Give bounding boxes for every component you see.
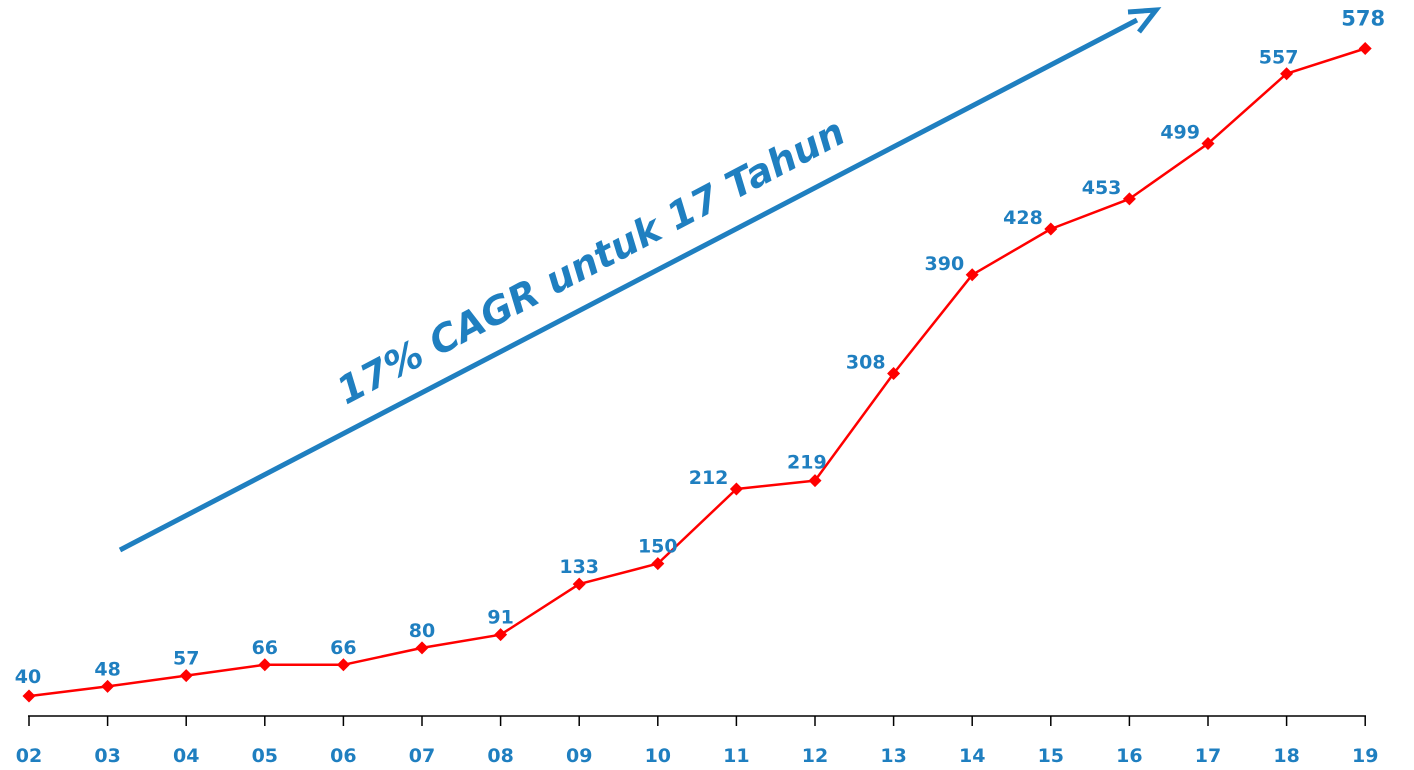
data-point-17: [1201, 137, 1215, 151]
data-label-08: 91: [487, 607, 513, 629]
data-label-09: 133: [559, 556, 599, 578]
x-axis-tick-labels: 02 03 04 05 06 07 08 09 10 11 12 13 14 15 16 17 18 19: [16, 745, 1379, 767]
data-point-06: [336, 658, 350, 672]
x-tick-label-12: 12: [802, 745, 828, 767]
x-tick-label-05: 05: [252, 745, 278, 767]
data-point-13: [887, 366, 901, 380]
x-tick-label-11: 11: [723, 745, 749, 767]
trend-arrow: [118, 17, 1139, 553]
data-point-12: [808, 474, 822, 488]
data-label-13: 308: [846, 351, 886, 373]
data-label-07: 80: [409, 620, 435, 642]
x-axis-ticks: [28, 716, 1366, 726]
x-tick-label-06: 06: [330, 745, 356, 767]
cagr-annotation: 17% CAGR untuk 17 Tahun: [330, 109, 852, 413]
data-label-15: 428: [1003, 207, 1043, 229]
x-tick-label-10: 10: [645, 745, 671, 767]
data-point-02: [22, 689, 36, 703]
data-point-19: [1358, 41, 1372, 55]
x-tick-label-09: 09: [566, 745, 592, 767]
data-point-10: [651, 557, 665, 571]
x-tick-label-17: 17: [1195, 745, 1221, 767]
series-polyline: [28, 47, 1366, 698]
x-tick-label-14: 14: [959, 745, 985, 767]
data-label-14: 390: [925, 253, 965, 275]
x-tick-label-13: 13: [880, 745, 906, 767]
data-point-11: [729, 482, 743, 496]
data-point-04: [179, 669, 193, 683]
data-point-08: [494, 628, 508, 642]
x-tick-label-16: 16: [1116, 745, 1142, 767]
x-tick-label-08: 08: [487, 745, 513, 767]
data-point-18: [1280, 67, 1294, 81]
x-tick-label-07: 07: [409, 745, 435, 767]
data-label-16: 453: [1082, 177, 1122, 199]
data-label-06: 66: [330, 637, 356, 659]
data-point-16: [1122, 192, 1136, 206]
data-point-15: [1044, 222, 1058, 236]
data-label-17: 499: [1160, 122, 1200, 144]
data-point-09: [572, 577, 586, 591]
data-point-14: [965, 268, 979, 282]
data-label-02: 40: [15, 666, 41, 688]
data-point-03: [101, 679, 115, 693]
data-label-12: 219: [787, 452, 827, 474]
data-label-05: 66: [252, 637, 278, 659]
data-label-03: 48: [94, 658, 120, 680]
data-labels: 40 48 57 66 66 80 91 133 150 212 219 308 390 428 453 49…: [15, 6, 1385, 688]
data-label-19: 578: [1341, 6, 1385, 30]
x-tick-label-15: 15: [1038, 745, 1064, 767]
series-line: [28, 47, 1366, 698]
trend-arrowhead: [1127, 7, 1162, 34]
x-tick-label-18: 18: [1273, 745, 1299, 767]
data-label-11: 212: [689, 467, 729, 489]
x-tick-label-02: 02: [16, 745, 42, 767]
data-point-07: [415, 641, 429, 655]
x-tick-label-19: 19: [1352, 745, 1378, 767]
x-tick-label-03: 03: [94, 745, 120, 767]
data-label-04: 57: [173, 648, 199, 670]
trend-annotation: 17% CAGR untuk 17 Tahun: [118, 7, 1162, 553]
data-label-10: 150: [638, 536, 678, 558]
data-label-18: 557: [1259, 47, 1299, 69]
data-point-05: [258, 658, 272, 672]
series-markers: [22, 41, 1372, 703]
x-tick-label-04: 04: [173, 745, 199, 767]
